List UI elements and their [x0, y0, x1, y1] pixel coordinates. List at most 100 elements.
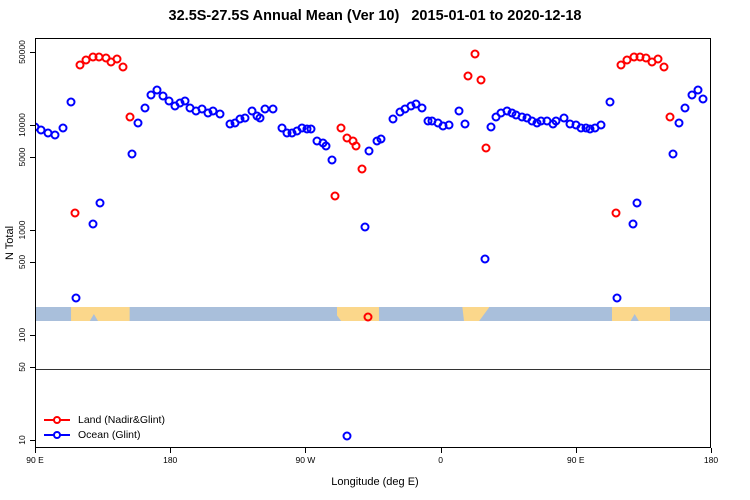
land-data-point — [118, 62, 128, 72]
x-tick — [305, 448, 307, 453]
ocean-data-point — [698, 94, 708, 104]
x-tick — [711, 448, 712, 453]
legend-item-ocean: Ocean (Glint) — [44, 427, 165, 442]
x-tick — [170, 448, 172, 453]
land-data-point — [470, 49, 480, 59]
y-tick-label: 50 — [17, 361, 27, 372]
land-data-point — [336, 123, 346, 133]
land-data-point — [351, 141, 361, 151]
ocean-data-point — [342, 431, 352, 441]
land-data-point — [653, 54, 663, 64]
ocean-data-point — [628, 219, 638, 229]
y-tick-label: 100 — [17, 327, 27, 343]
reference-line — [35, 369, 711, 371]
ocean-data-point — [164, 96, 174, 106]
y-tick — [30, 156, 35, 158]
legend-label-land: Land (Nadir&Glint) — [78, 413, 165, 426]
ocean-data-point — [327, 155, 337, 165]
ocean-data-point — [50, 130, 60, 140]
ocean-data-point — [376, 134, 386, 144]
ocean-data-point — [306, 124, 316, 134]
land-data-point — [659, 62, 669, 72]
ocean-data-point — [215, 109, 225, 119]
ocean-data-point — [680, 103, 690, 113]
y-axis-label: N Total — [4, 225, 16, 261]
legend-item-land: Land (Nadir&Glint) — [44, 412, 165, 427]
x-tick — [440, 448, 442, 453]
ocean-data-point — [268, 104, 278, 114]
y-tick-label: 50000 — [17, 39, 27, 64]
y-tick — [30, 366, 35, 368]
ocean-data-point — [140, 103, 150, 113]
ocean-data-point — [133, 118, 143, 128]
land-data-point — [463, 71, 473, 81]
x-tick-label: 90 E — [26, 455, 44, 465]
x-tick — [35, 448, 36, 453]
land-series-marker-icon — [44, 415, 70, 425]
land-strip-segment — [71, 307, 130, 321]
x-tick-label: 90 W — [295, 455, 316, 465]
ocean-data-point — [364, 146, 374, 156]
ocean-data-point — [255, 113, 265, 123]
y-tick-label: 10 — [17, 435, 27, 445]
x-tick-label: 180 — [703, 455, 719, 465]
ocean-data-point — [95, 198, 105, 208]
land-data-point — [125, 112, 135, 122]
ocean-data-point — [66, 97, 76, 107]
land-data-point — [357, 164, 367, 174]
x-axis-label: Longitude (deg E) — [331, 476, 419, 488]
y-tick — [30, 261, 35, 263]
ocean-data-point — [240, 113, 250, 123]
x-tick-label: 0 — [438, 455, 443, 465]
land-data-point — [75, 60, 85, 70]
ocean-data-point — [460, 119, 470, 129]
ocean-data-point — [454, 106, 464, 116]
reference-line-layer — [35, 38, 711, 448]
land-data-point — [330, 191, 340, 201]
ocean-data-point — [88, 219, 98, 229]
ocean-data-point — [687, 90, 697, 100]
land-data-point — [70, 208, 80, 218]
ocean-data-point — [668, 149, 678, 159]
land-data-point — [112, 54, 122, 64]
land-data-point — [476, 75, 486, 85]
ocean-data-point — [360, 222, 370, 232]
ocean-data-point — [632, 198, 642, 208]
ocean-data-point — [605, 97, 615, 107]
ocean-data-point — [559, 113, 569, 123]
x-tick-label: 90 E — [567, 455, 585, 465]
ocean-data-point — [158, 91, 168, 101]
x-tick-label: 180 — [163, 455, 178, 465]
ocean-data-point — [127, 149, 137, 159]
ocean-data-point — [417, 103, 427, 113]
y-tick-label: 10000 — [17, 113, 27, 137]
plot-border — [35, 38, 711, 448]
ocean-data-point — [674, 118, 684, 128]
ocean-data-point — [71, 293, 81, 303]
ocean-data-point — [486, 122, 496, 132]
y-tick-label: 1000 — [17, 220, 27, 240]
y-tick-label: 500 — [17, 254, 27, 269]
ocean-data-point — [612, 293, 622, 303]
y-tick — [30, 440, 35, 441]
ocean-data-point — [596, 120, 606, 130]
ocean-data-point — [58, 123, 68, 133]
legend: Land (Nadir&Glint) Ocean (Glint) — [44, 412, 165, 442]
y-tick — [30, 125, 35, 126]
land-data-point — [481, 143, 491, 153]
y-tick-label: 5000 — [17, 147, 27, 167]
land-data-point — [616, 60, 626, 70]
ocean-data-point — [321, 141, 331, 151]
ocean-data-point — [551, 116, 561, 126]
ocean-data-point — [444, 120, 454, 130]
x-tick — [575, 448, 577, 453]
land-strip-segment — [611, 307, 671, 321]
ocean-data-point — [260, 104, 270, 114]
land-ocean-strip — [35, 38, 711, 448]
y-tick — [30, 335, 35, 336]
legend-label-ocean: Ocean (Glint) — [78, 428, 141, 441]
ocean-data-point — [480, 254, 490, 264]
y-tick — [30, 51, 35, 53]
land-data-point — [611, 208, 621, 218]
